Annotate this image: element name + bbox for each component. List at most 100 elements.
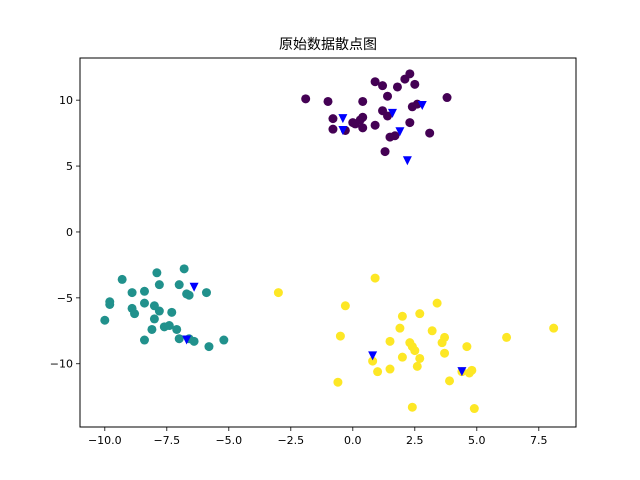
series-1-point-27 <box>201 288 211 298</box>
series-1-point-21 <box>174 280 184 290</box>
y-tick-label-4: 10 <box>59 94 73 107</box>
series-0-point-8 <box>358 112 368 122</box>
series-0-point-12 <box>370 77 380 87</box>
series-3-point-3 <box>395 127 405 137</box>
series-2-point-22 <box>440 332 450 342</box>
series-1-point-14 <box>154 280 164 290</box>
series-1-point-7 <box>139 335 149 345</box>
x-tick-label-7: 7.5 <box>530 434 548 447</box>
series-0-point-9 <box>358 123 368 133</box>
series-1-point-8 <box>139 286 149 296</box>
y-axis-ticks: −10 −5 0 5 10 <box>50 94 80 371</box>
series-3-point-5 <box>417 100 427 110</box>
series-2-point-26 <box>462 342 472 352</box>
x-tick-label-6: 5.0 <box>468 434 486 447</box>
series-1-point-22 <box>179 264 189 274</box>
series-0-point-25 <box>410 79 420 89</box>
series-1-point-29 <box>219 335 229 345</box>
series-2-point-5 <box>370 273 380 283</box>
series-1-point-24 <box>184 290 194 300</box>
series-2-point-4 <box>368 356 378 366</box>
series-0-point-10 <box>358 96 368 106</box>
series-0-point-27 <box>425 128 435 138</box>
series-2-point-20 <box>432 298 442 308</box>
x-tick-label-2: −5.0 <box>215 434 242 447</box>
series-0-point-22 <box>405 69 415 79</box>
series-2-point-6 <box>373 367 383 377</box>
series-0-point-16 <box>383 91 393 101</box>
y-tick-label-1: −5 <box>57 292 73 305</box>
series-3-point-6 <box>189 282 199 292</box>
series-0-point-20 <box>392 82 402 92</box>
series-2-point-2 <box>335 331 345 341</box>
series-2-point-0 <box>273 288 283 298</box>
series-2-point-19 <box>427 326 437 336</box>
series-1-point-28 <box>204 342 214 352</box>
series-3-point-8 <box>368 351 378 361</box>
plot-frame <box>79 57 577 428</box>
series-1-point-11 <box>149 314 159 324</box>
series-2-point-9 <box>395 323 405 333</box>
series-0-point-1 <box>323 96 333 106</box>
series-0-point-3 <box>328 124 338 134</box>
series-3-point-7 <box>182 335 192 345</box>
series-2-point-28 <box>467 365 477 375</box>
y-tick-label-2: 0 <box>66 226 73 239</box>
series-0-point-23 <box>405 118 415 128</box>
x-tick-label-0: −10.0 <box>88 434 122 447</box>
series-3-point-9 <box>457 367 467 377</box>
x-tick-label-1: −7.5 <box>153 434 180 447</box>
series-3-point-2 <box>387 108 397 118</box>
series-0-point-11 <box>370 120 380 130</box>
series-2-point-31 <box>549 323 559 333</box>
series-0-point-14 <box>378 81 388 91</box>
series-2-point-24 <box>445 376 455 386</box>
series-1-point-13 <box>152 268 162 278</box>
series-2-point-10 <box>397 311 407 321</box>
series-1-point-19 <box>172 324 182 334</box>
series-2-point-13 <box>407 402 417 412</box>
series-1-point-18 <box>167 307 177 317</box>
data-points <box>100 69 559 414</box>
y-tick-label-0: −10 <box>50 358 73 371</box>
y-tick-label-3: 5 <box>66 160 73 173</box>
series-2-point-8 <box>385 336 395 346</box>
series-2-point-15 <box>410 346 420 356</box>
series-2-point-1 <box>333 377 343 387</box>
series-2-point-29 <box>469 404 479 414</box>
series-0-point-2 <box>328 114 338 124</box>
series-2-point-16 <box>412 361 422 371</box>
series-1-point-3 <box>117 274 127 284</box>
series-3-point-4 <box>402 156 412 166</box>
series-1-point-20 <box>174 334 184 344</box>
series-1-point-15 <box>154 306 164 316</box>
series-1-point-9 <box>139 298 149 308</box>
series-1-point-17 <box>164 321 174 331</box>
x-tick-label-4: 0.0 <box>344 434 362 447</box>
series-2-point-11 <box>397 352 407 362</box>
series-1-point-5 <box>127 288 137 298</box>
x-axis-ticks: −10.0 −7.5 −5.0 −2.5 0.0 2.5 5.0 7.5 <box>88 427 548 447</box>
series-0-point-19 <box>390 131 400 141</box>
series-2-point-17 <box>415 309 425 319</box>
series-2-point-18 <box>415 353 425 363</box>
series-1-point-6 <box>130 309 140 319</box>
x-tick-label-5: 2.5 <box>406 434 424 447</box>
series-1-point-26 <box>189 336 199 346</box>
chart-title: 原始数据散点图 <box>279 37 377 53</box>
series-1-point-0 <box>100 315 110 325</box>
series-0-point-17 <box>383 111 393 121</box>
plot-area <box>80 58 576 427</box>
series-2-point-23 <box>440 348 450 358</box>
series-1-point-10 <box>147 324 157 334</box>
series-2-point-30 <box>502 332 512 342</box>
series-1-point-2 <box>105 297 115 307</box>
series-3-point-1 <box>338 125 348 135</box>
series-0-point-28 <box>442 93 452 103</box>
series-3-point-0 <box>338 114 348 124</box>
series-2-point-3 <box>340 301 350 311</box>
series-0-point-0 <box>301 94 311 104</box>
series-0-point-15 <box>380 147 390 157</box>
